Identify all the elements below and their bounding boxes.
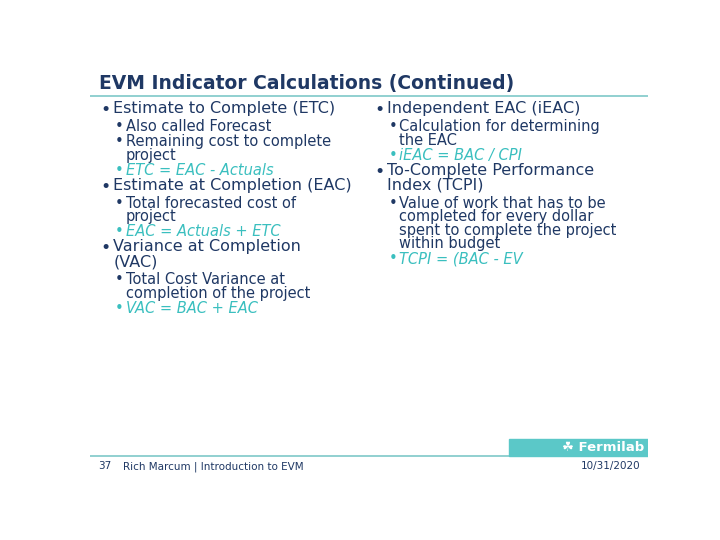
Text: EVM Indicator Calculations (Continued): EVM Indicator Calculations (Continued) [99,74,515,93]
Text: •: • [388,119,397,134]
Text: •: • [114,134,124,149]
Text: TCPI = (BAC - EV: TCPI = (BAC - EV [399,251,523,266]
Text: within budget: within budget [399,236,500,251]
Text: 37: 37 [98,461,111,471]
Text: Estimate to Complete (ETC): Estimate to Complete (ETC) [113,101,336,116]
Bar [508,439,648,456]
Text: project: project [126,209,176,224]
Text: Value of work that has to be: Value of work that has to be [399,195,606,211]
Text: the EAC: the EAC [399,132,457,147]
Text: •: • [114,272,124,287]
Text: project: project [126,147,176,163]
Text: •: • [101,239,111,257]
Text: •: • [114,163,124,178]
Text: (VAC): (VAC) [113,254,158,269]
Text: completion of the project: completion of the project [126,286,310,301]
Text: To-Complete Performance: To-Complete Performance [387,163,594,178]
Text: iEAC = BAC / CPI: iEAC = BAC / CPI [399,147,522,163]
Text: Total forecasted cost of: Total forecasted cost of [126,195,296,211]
Text: •: • [388,195,397,211]
Text: •: • [114,301,124,316]
Text: Also called Forecast: Also called Forecast [126,119,271,134]
Text: •: • [388,147,397,163]
Text: •: • [114,119,124,134]
Text: Independent EAC (iEAC): Independent EAC (iEAC) [387,101,580,116]
Text: Variance at Completion: Variance at Completion [113,239,301,254]
Text: Estimate at Completion (EAC): Estimate at Completion (EAC) [113,178,352,193]
Text: •: • [374,163,384,180]
Text: 10/31/2020: 10/31/2020 [580,461,640,471]
Text: •: • [101,101,111,119]
Text: completed for every dollar: completed for every dollar [399,209,593,224]
Text: Index (TCPI): Index (TCPI) [387,178,483,193]
Text: VAC = BAC + EAC: VAC = BAC + EAC [126,301,258,316]
Text: •: • [114,224,124,239]
Text: Rich Marcum | Introduction to EVM: Rich Marcum | Introduction to EVM [122,461,303,472]
Text: •: • [388,251,397,266]
Text: •: • [101,178,111,195]
Text: ☘ Fermilab: ☘ Fermilab [562,441,644,454]
Text: ETC = EAC - Actuals: ETC = EAC - Actuals [126,163,274,178]
Text: EAC = Actuals + ETC: EAC = Actuals + ETC [126,224,280,239]
Text: Total Cost Variance at: Total Cost Variance at [126,272,284,287]
Text: Remaining cost to complete: Remaining cost to complete [126,134,330,149]
Text: •: • [114,195,124,211]
Text: Calculation for determining: Calculation for determining [399,119,600,134]
Text: •: • [374,101,384,119]
Text: spent to complete the project: spent to complete the project [399,222,616,238]
